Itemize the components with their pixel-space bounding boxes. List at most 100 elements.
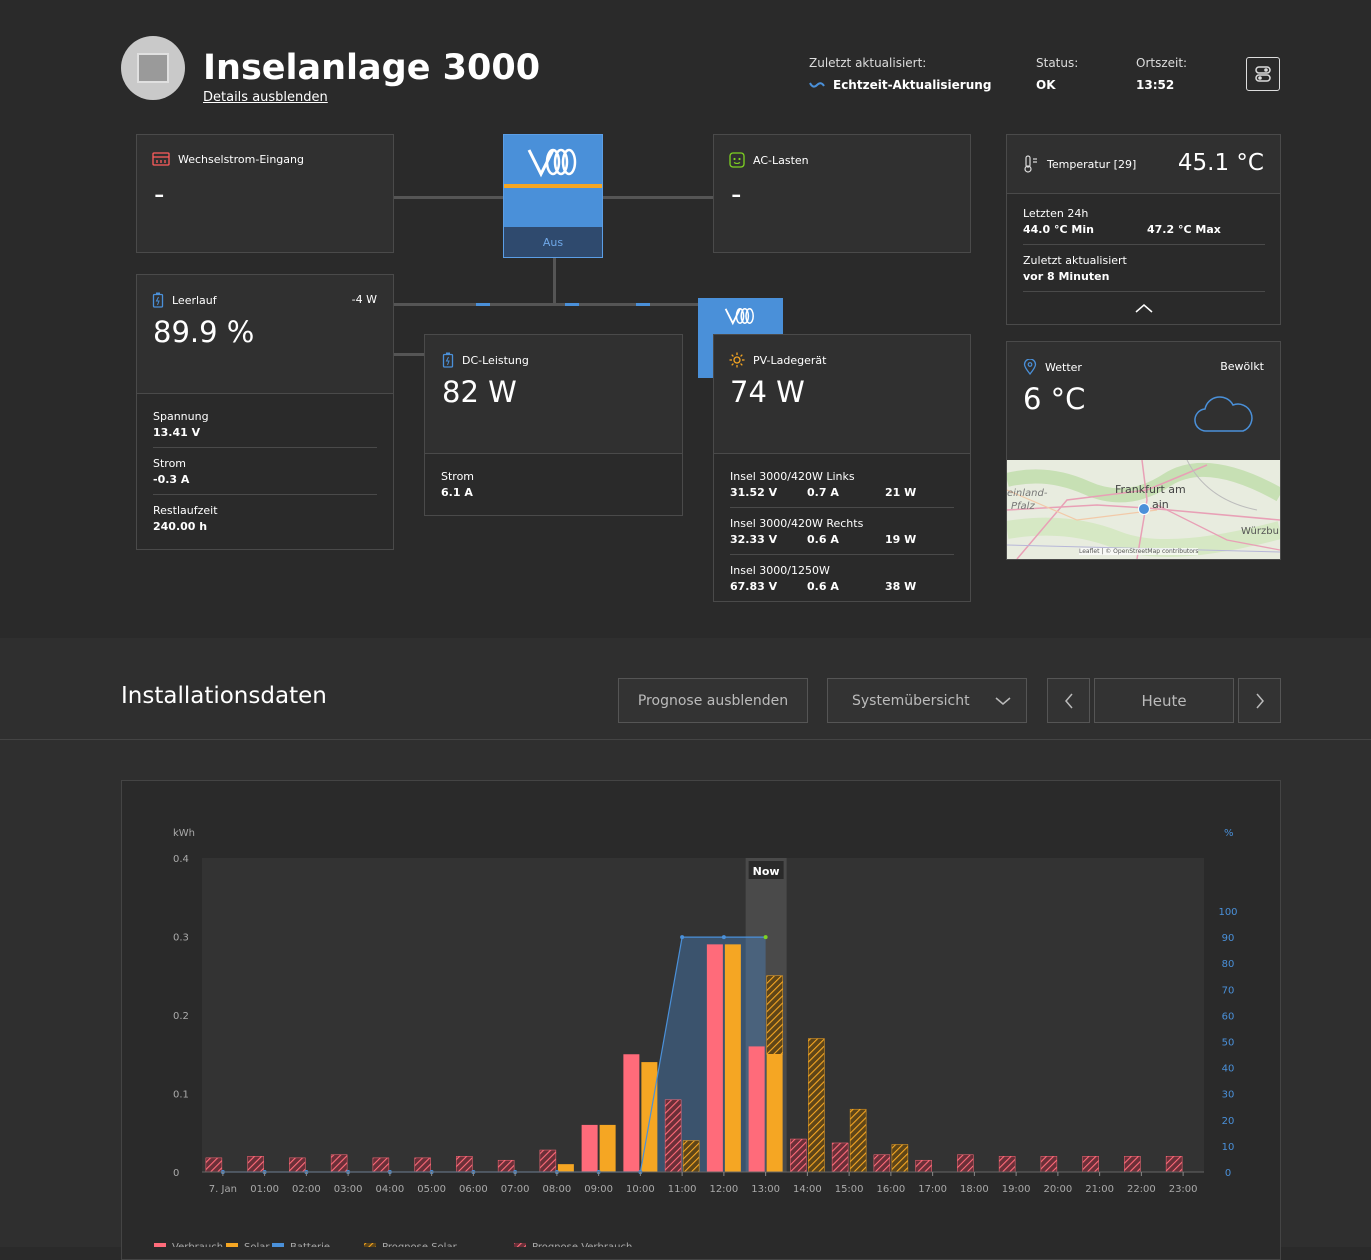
weather-map[interactable]: Frankfurt am ain einland- Pfalz Würzbu L… xyxy=(1007,460,1280,559)
hide-forecast-button[interactable]: Prognose ausblenden xyxy=(618,678,808,723)
temperature-max: 47.2 °C Max xyxy=(1147,223,1221,236)
x-tick-label: 20:00 xyxy=(1043,1184,1072,1195)
battery-point xyxy=(763,935,768,940)
chevron-left-icon xyxy=(1064,693,1073,708)
last-updated-label: Zuletzt aktualisiert: xyxy=(809,56,927,70)
x-tick-label: 10:00 xyxy=(626,1184,655,1195)
details-toggle-link[interactable]: Details ausblenden xyxy=(203,90,328,105)
x-tick-label: 04:00 xyxy=(375,1184,404,1195)
local-time-label: Ortszeit: xyxy=(1136,56,1188,70)
battery-icon xyxy=(152,292,164,308)
legend-swatch xyxy=(226,1243,238,1247)
today-button[interactable]: Heute xyxy=(1094,678,1234,723)
settings-button[interactable] xyxy=(1246,57,1280,91)
weather-value: 6 °C xyxy=(1023,382,1086,416)
bar-forecast-consumption xyxy=(1165,1156,1183,1173)
battery-power: -4 W xyxy=(351,293,377,306)
y2-tick-label: 70 xyxy=(1222,985,1235,996)
y2-tick-label: 20 xyxy=(1222,1116,1235,1127)
local-time-value: 13:52 xyxy=(1136,78,1175,92)
bar-forecast-consumption xyxy=(497,1159,515,1173)
connector-ac-in xyxy=(393,196,504,199)
pv-tracker-name: Insel 3000/1250W xyxy=(730,564,830,577)
map-label-city: Frankfurt am xyxy=(1115,483,1186,496)
pv-charger-title: PV-Ladegerät xyxy=(753,353,827,367)
bar-forecast-solar xyxy=(766,975,783,1055)
x-tick-label: 13:00 xyxy=(751,1184,780,1195)
bar-consumption xyxy=(581,1124,598,1172)
y2-tick-label: 90 xyxy=(1222,933,1235,944)
map-label-region: einland- xyxy=(1007,488,1048,499)
bar-forecast-consumption xyxy=(1082,1156,1099,1173)
chevron-up-icon[interactable] xyxy=(1134,302,1154,314)
x-tick-label: 12:00 xyxy=(709,1184,738,1195)
ac-input-card[interactable]: Wechselstrom-Eingang - xyxy=(136,134,394,253)
next-day-button[interactable] xyxy=(1238,678,1281,723)
connector-dc-bus xyxy=(393,303,700,306)
bar-forecast-consumption xyxy=(205,1157,223,1173)
realtime-indicator: Echtzeit-Aktualisierung xyxy=(809,78,991,92)
last-updated-value: Echtzeit-Aktualisierung xyxy=(833,78,992,92)
view-select-value: Systemübersicht xyxy=(852,692,970,709)
legend-label: Batterie xyxy=(290,1242,330,1247)
y-tick-label: 0.4 xyxy=(173,854,189,865)
temperature-min: 44.0 °C Min xyxy=(1023,223,1094,236)
legend-swatch xyxy=(514,1243,526,1247)
bar-forecast-solar xyxy=(808,1038,825,1173)
battery-card[interactable]: Leerlauf -4 W 89.9 % Spannung 13.41 V St… xyxy=(136,274,394,550)
bar-forecast-consumption xyxy=(873,1154,891,1173)
x-tick-label: 21:00 xyxy=(1085,1184,1114,1195)
y2-tick-label: 40 xyxy=(1222,1064,1235,1075)
page-title: Inselanlage 3000 xyxy=(203,48,541,88)
y2-tick-label: 60 xyxy=(1222,1011,1235,1022)
battery-current: -0.3 A xyxy=(153,473,190,486)
x-tick-label: 11:00 xyxy=(668,1184,697,1195)
ac-loads-card[interactable]: AC-Lasten - xyxy=(713,134,971,253)
battery-point xyxy=(680,935,685,940)
installation-title: Installationsdaten xyxy=(121,683,327,709)
bar-forecast-consumption xyxy=(664,1099,682,1173)
chevron-right-icon xyxy=(1255,693,1264,708)
weather-card[interactable]: Wetter Bewölkt 6 °C Frankfurt am ain ein… xyxy=(1006,341,1281,560)
pv-tracker-voltage: 32.33 V xyxy=(730,533,778,546)
temperature-updated-value: vor 8 Minuten xyxy=(1023,270,1110,283)
y-tick-label: 0 xyxy=(173,1168,179,1179)
x-tick-label: 08:00 xyxy=(542,1184,571,1195)
victron-logo-icon xyxy=(724,308,754,326)
bar-forecast-solar xyxy=(891,1144,909,1173)
bar-forecast-consumption xyxy=(330,1154,348,1173)
bar-solar xyxy=(599,1124,616,1172)
map-label-city-2: ain xyxy=(1152,498,1169,511)
bar-forecast-consumption xyxy=(247,1156,264,1173)
bar-forecast-consumption xyxy=(289,1157,306,1173)
bar-forecast-consumption xyxy=(1040,1156,1058,1173)
battery-voltage: 13.41 V xyxy=(153,426,201,439)
y-tick-label: 0.3 xyxy=(173,933,189,944)
dc-power-value: 82 W xyxy=(442,375,517,409)
y2-axis-unit: % xyxy=(1224,828,1234,839)
bar-forecast-consumption xyxy=(957,1154,974,1173)
bar-consumption xyxy=(623,1054,640,1172)
legend-label: Verbrauch xyxy=(172,1242,223,1247)
installation-chart[interactable]: Now 0 0.1 0.2 0.3 0.4 0 10 20 30 40 50 60 70 80 90 100 7.… xyxy=(121,787,1281,1247)
now-label: Now xyxy=(753,865,780,878)
bar-forecast-consumption xyxy=(539,1149,557,1173)
temperature-card[interactable]: Temperatur [29] 45.1 °C Letzten 24h 44.0… xyxy=(1006,134,1281,325)
bar-consumption xyxy=(706,944,723,1172)
bar-forecast-solar xyxy=(682,1140,700,1173)
wave-icon xyxy=(809,82,825,88)
status-label: Status: xyxy=(1036,56,1079,70)
x-tick-label: 23:00 xyxy=(1169,1184,1198,1195)
pv-tracker-current: 0.6 A xyxy=(807,580,839,593)
view-select[interactable]: Systemübersicht xyxy=(827,678,1027,723)
pv-charger-card[interactable]: PV-Ladegerät 74 W Insel 3000/420W Links … xyxy=(713,334,971,602)
weather-condition: Bewölkt xyxy=(1220,360,1264,373)
previous-day-button[interactable] xyxy=(1047,678,1090,723)
bar-forecast-consumption xyxy=(456,1156,473,1173)
inverter-block[interactable]: Aus xyxy=(503,134,603,258)
pv-tracker-current: 0.7 A xyxy=(807,486,839,499)
temperature-title: Temperatur [29] xyxy=(1047,157,1137,171)
y2-tick-label: 80 xyxy=(1222,959,1235,970)
dc-power-card[interactable]: DC-Leistung 82 W Strom 6.1 A xyxy=(424,334,683,516)
pv-tracker-power: 19 W xyxy=(885,533,917,546)
